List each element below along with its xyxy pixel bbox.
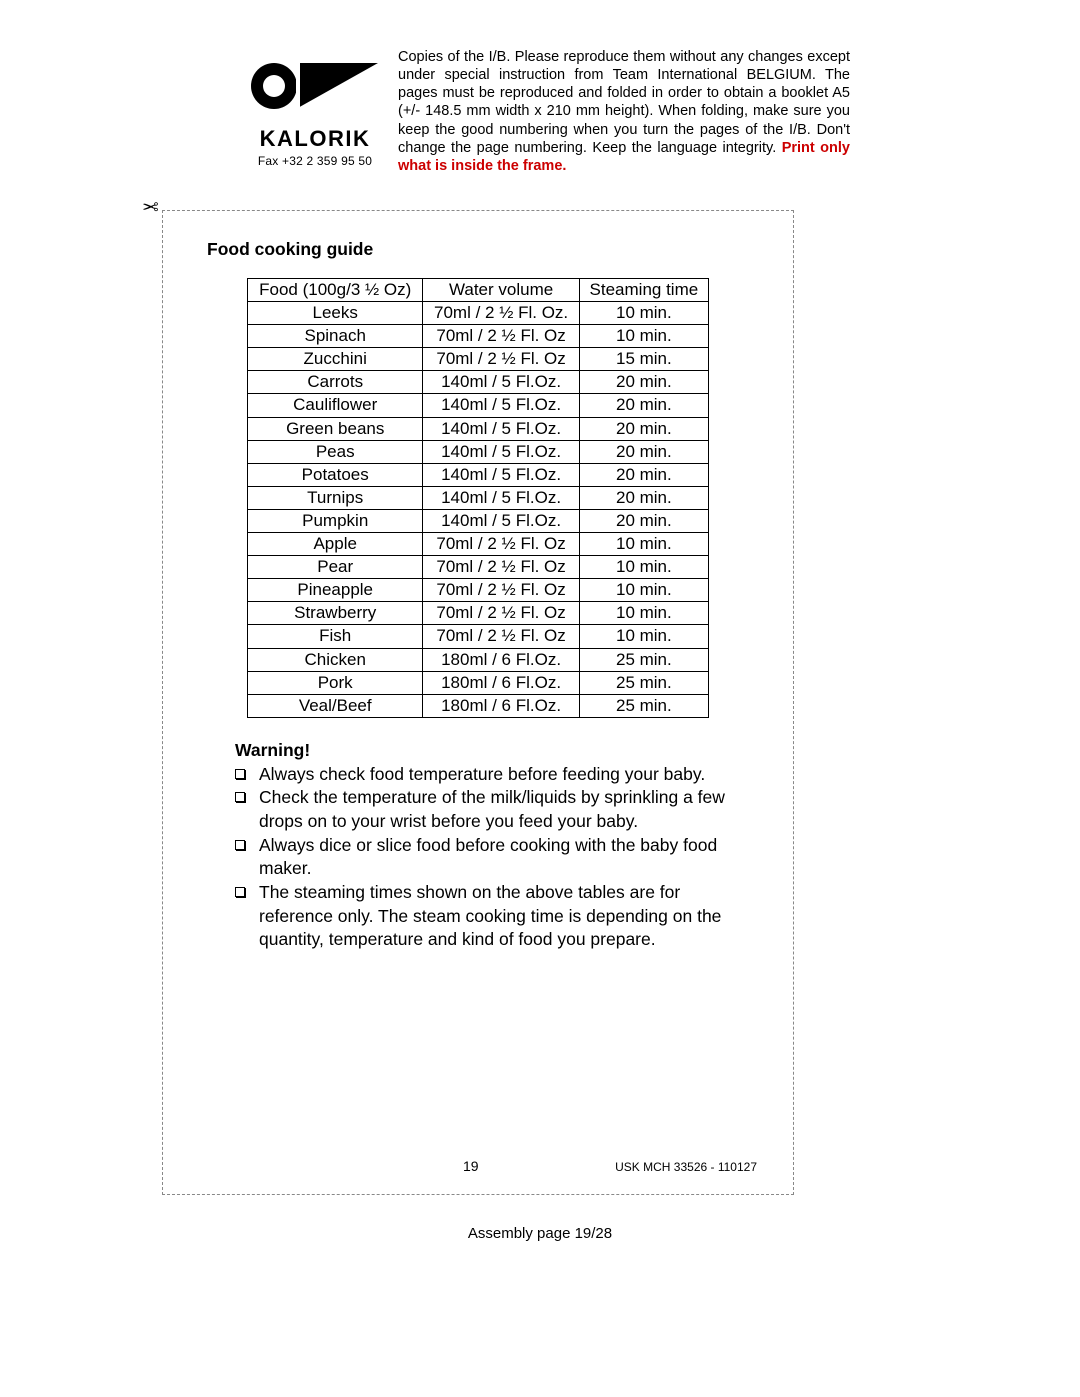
- kalorik-logo-icon: [250, 48, 380, 126]
- cell-water: 70ml / 2 ½ Fl. Oz: [423, 625, 579, 648]
- table-row: Peas140ml / 5 Fl.Oz.20 min.: [248, 440, 709, 463]
- assembly-page-label: Assembly page 19/28: [0, 1225, 1080, 1242]
- cell-food: Carrots: [248, 371, 423, 394]
- cell-food: Green beans: [248, 417, 423, 440]
- brand-name: KALORIK: [260, 126, 371, 152]
- cell-water: 70ml / 2 ½ Fl. Oz.: [423, 302, 579, 325]
- cell-water: 140ml / 5 Fl.Oz.: [423, 486, 579, 509]
- cell-water: 140ml / 5 Fl.Oz.: [423, 463, 579, 486]
- scissors-icon: ✂: [142, 195, 159, 220]
- warning-item: Always dice or slice food before cooking…: [235, 834, 743, 881]
- cell-time: 20 min.: [579, 440, 708, 463]
- cell-time: 20 min.: [579, 371, 708, 394]
- table-row: Pork180ml / 6 Fl.Oz.25 min.: [248, 671, 709, 694]
- cell-water: 70ml / 2 ½ Fl. Oz: [423, 602, 579, 625]
- cell-water: 140ml / 5 Fl.Oz.: [423, 417, 579, 440]
- cell-water: 180ml / 6 Fl.Oz.: [423, 671, 579, 694]
- header-instructions: Copies of the I/B. Please reproduce them…: [398, 48, 850, 175]
- col-water: Water volume: [423, 279, 579, 302]
- table-row: Pineapple70ml / 2 ½ Fl. Oz10 min.: [248, 579, 709, 602]
- warning-list: Always check food temperature before fee…: [235, 763, 743, 952]
- cell-time: 20 min.: [579, 417, 708, 440]
- cell-food: Pork: [248, 671, 423, 694]
- page-header: KALORIK Fax +32 2 359 95 50 Copies of th…: [0, 48, 1080, 175]
- cell-water: 70ml / 2 ½ Fl. Oz: [423, 348, 579, 371]
- cell-food: Fish: [248, 625, 423, 648]
- table-row: Potatoes140ml / 5 Fl.Oz.20 min.: [248, 463, 709, 486]
- cell-time: 25 min.: [579, 694, 708, 717]
- table-row: Turnips140ml / 5 Fl.Oz.20 min.: [248, 486, 709, 509]
- cell-time: 10 min.: [579, 579, 708, 602]
- cell-water: 70ml / 2 ½ Fl. Oz: [423, 533, 579, 556]
- table-row: Spinach70ml / 2 ½ Fl. Oz10 min.: [248, 325, 709, 348]
- cell-time: 25 min.: [579, 648, 708, 671]
- col-food: Food (100g/3 ½ Oz): [248, 279, 423, 302]
- cell-time: 10 min.: [579, 325, 708, 348]
- cell-food: Veal/Beef: [248, 694, 423, 717]
- cell-water: 70ml / 2 ½ Fl. Oz: [423, 579, 579, 602]
- cell-food: Zucchini: [248, 348, 423, 371]
- cell-water: 70ml / 2 ½ Fl. Oz: [423, 556, 579, 579]
- table-header-row: Food (100g/3 ½ Oz) Water volume Steaming…: [248, 279, 709, 302]
- cell-time: 20 min.: [579, 394, 708, 417]
- warning-item: Always check food temperature before fee…: [235, 763, 743, 787]
- cell-time: 25 min.: [579, 671, 708, 694]
- table-row: Pumpkin140ml / 5 Fl.Oz.20 min.: [248, 509, 709, 532]
- cell-food: Pineapple: [248, 579, 423, 602]
- col-time: Steaming time: [579, 279, 708, 302]
- table-row: Strawberry70ml / 2 ½ Fl. Oz10 min.: [248, 602, 709, 625]
- cell-food: Pear: [248, 556, 423, 579]
- cell-food: Strawberry: [248, 602, 423, 625]
- cell-food: Cauliflower: [248, 394, 423, 417]
- cell-food: Turnips: [248, 486, 423, 509]
- cell-time: 20 min.: [579, 463, 708, 486]
- table-row: Carrots140ml / 5 Fl.Oz.20 min.: [248, 371, 709, 394]
- cell-time: 10 min.: [579, 533, 708, 556]
- table-row: Chicken180ml / 6 Fl.Oz.25 min.: [248, 648, 709, 671]
- document-page: KALORIK Fax +32 2 359 95 50 Copies of th…: [0, 0, 1080, 1397]
- table-row: Green beans140ml / 5 Fl.Oz.20 min.: [248, 417, 709, 440]
- cell-time: 10 min.: [579, 602, 708, 625]
- content-frame: Food cooking guide Food (100g/3 ½ Oz) Wa…: [162, 210, 794, 1195]
- cell-time: 10 min.: [579, 625, 708, 648]
- cell-water: 140ml / 5 Fl.Oz.: [423, 371, 579, 394]
- table-row: Fish70ml / 2 ½ Fl. Oz10 min.: [248, 625, 709, 648]
- cell-time: 20 min.: [579, 486, 708, 509]
- cell-food: Chicken: [248, 648, 423, 671]
- cell-food: Peas: [248, 440, 423, 463]
- cell-time: 15 min.: [579, 348, 708, 371]
- logo-block: KALORIK Fax +32 2 359 95 50: [250, 48, 380, 168]
- inner-page-number: 19: [463, 1158, 479, 1174]
- cell-water: 140ml / 5 Fl.Oz.: [423, 440, 579, 463]
- warning-item: The steaming times shown on the above ta…: [235, 881, 743, 952]
- cell-time: 10 min.: [579, 556, 708, 579]
- table-row: Apple70ml / 2 ½ Fl. Oz10 min.: [248, 533, 709, 556]
- cell-water: 140ml / 5 Fl.Oz.: [423, 509, 579, 532]
- cell-food: Spinach: [248, 325, 423, 348]
- table-row: Veal/Beef180ml / 6 Fl.Oz.25 min.: [248, 694, 709, 717]
- cell-food: Potatoes: [248, 463, 423, 486]
- section-title: Food cooking guide: [207, 239, 749, 260]
- cell-time: 10 min.: [579, 302, 708, 325]
- cooking-guide-table: Food (100g/3 ½ Oz) Water volume Steaming…: [247, 278, 709, 718]
- table-row: Zucchini70ml / 2 ½ Fl. Oz15 min.: [248, 348, 709, 371]
- cell-water: 70ml / 2 ½ Fl. Oz: [423, 325, 579, 348]
- product-code: USK MCH 33526 - 110127: [615, 1160, 757, 1174]
- frame-footer: 19 USK MCH 33526 - 110127: [163, 1158, 793, 1174]
- cell-time: 20 min.: [579, 509, 708, 532]
- cell-food: Apple: [248, 533, 423, 556]
- warning-item: Check the temperature of the milk/liquid…: [235, 786, 743, 833]
- cell-food: Leeks: [248, 302, 423, 325]
- table-row: Pear70ml / 2 ½ Fl. Oz10 min.: [248, 556, 709, 579]
- warning-title: Warning!: [235, 740, 749, 761]
- table-row: Cauliflower140ml / 5 Fl.Oz.20 min.: [248, 394, 709, 417]
- fax-label: Fax +32 2 359 95 50: [258, 154, 372, 168]
- cell-water: 180ml / 6 Fl.Oz.: [423, 648, 579, 671]
- table-row: Leeks70ml / 2 ½ Fl. Oz.10 min.: [248, 302, 709, 325]
- cell-water: 180ml / 6 Fl.Oz.: [423, 694, 579, 717]
- cell-water: 140ml / 5 Fl.Oz.: [423, 394, 579, 417]
- cell-food: Pumpkin: [248, 509, 423, 532]
